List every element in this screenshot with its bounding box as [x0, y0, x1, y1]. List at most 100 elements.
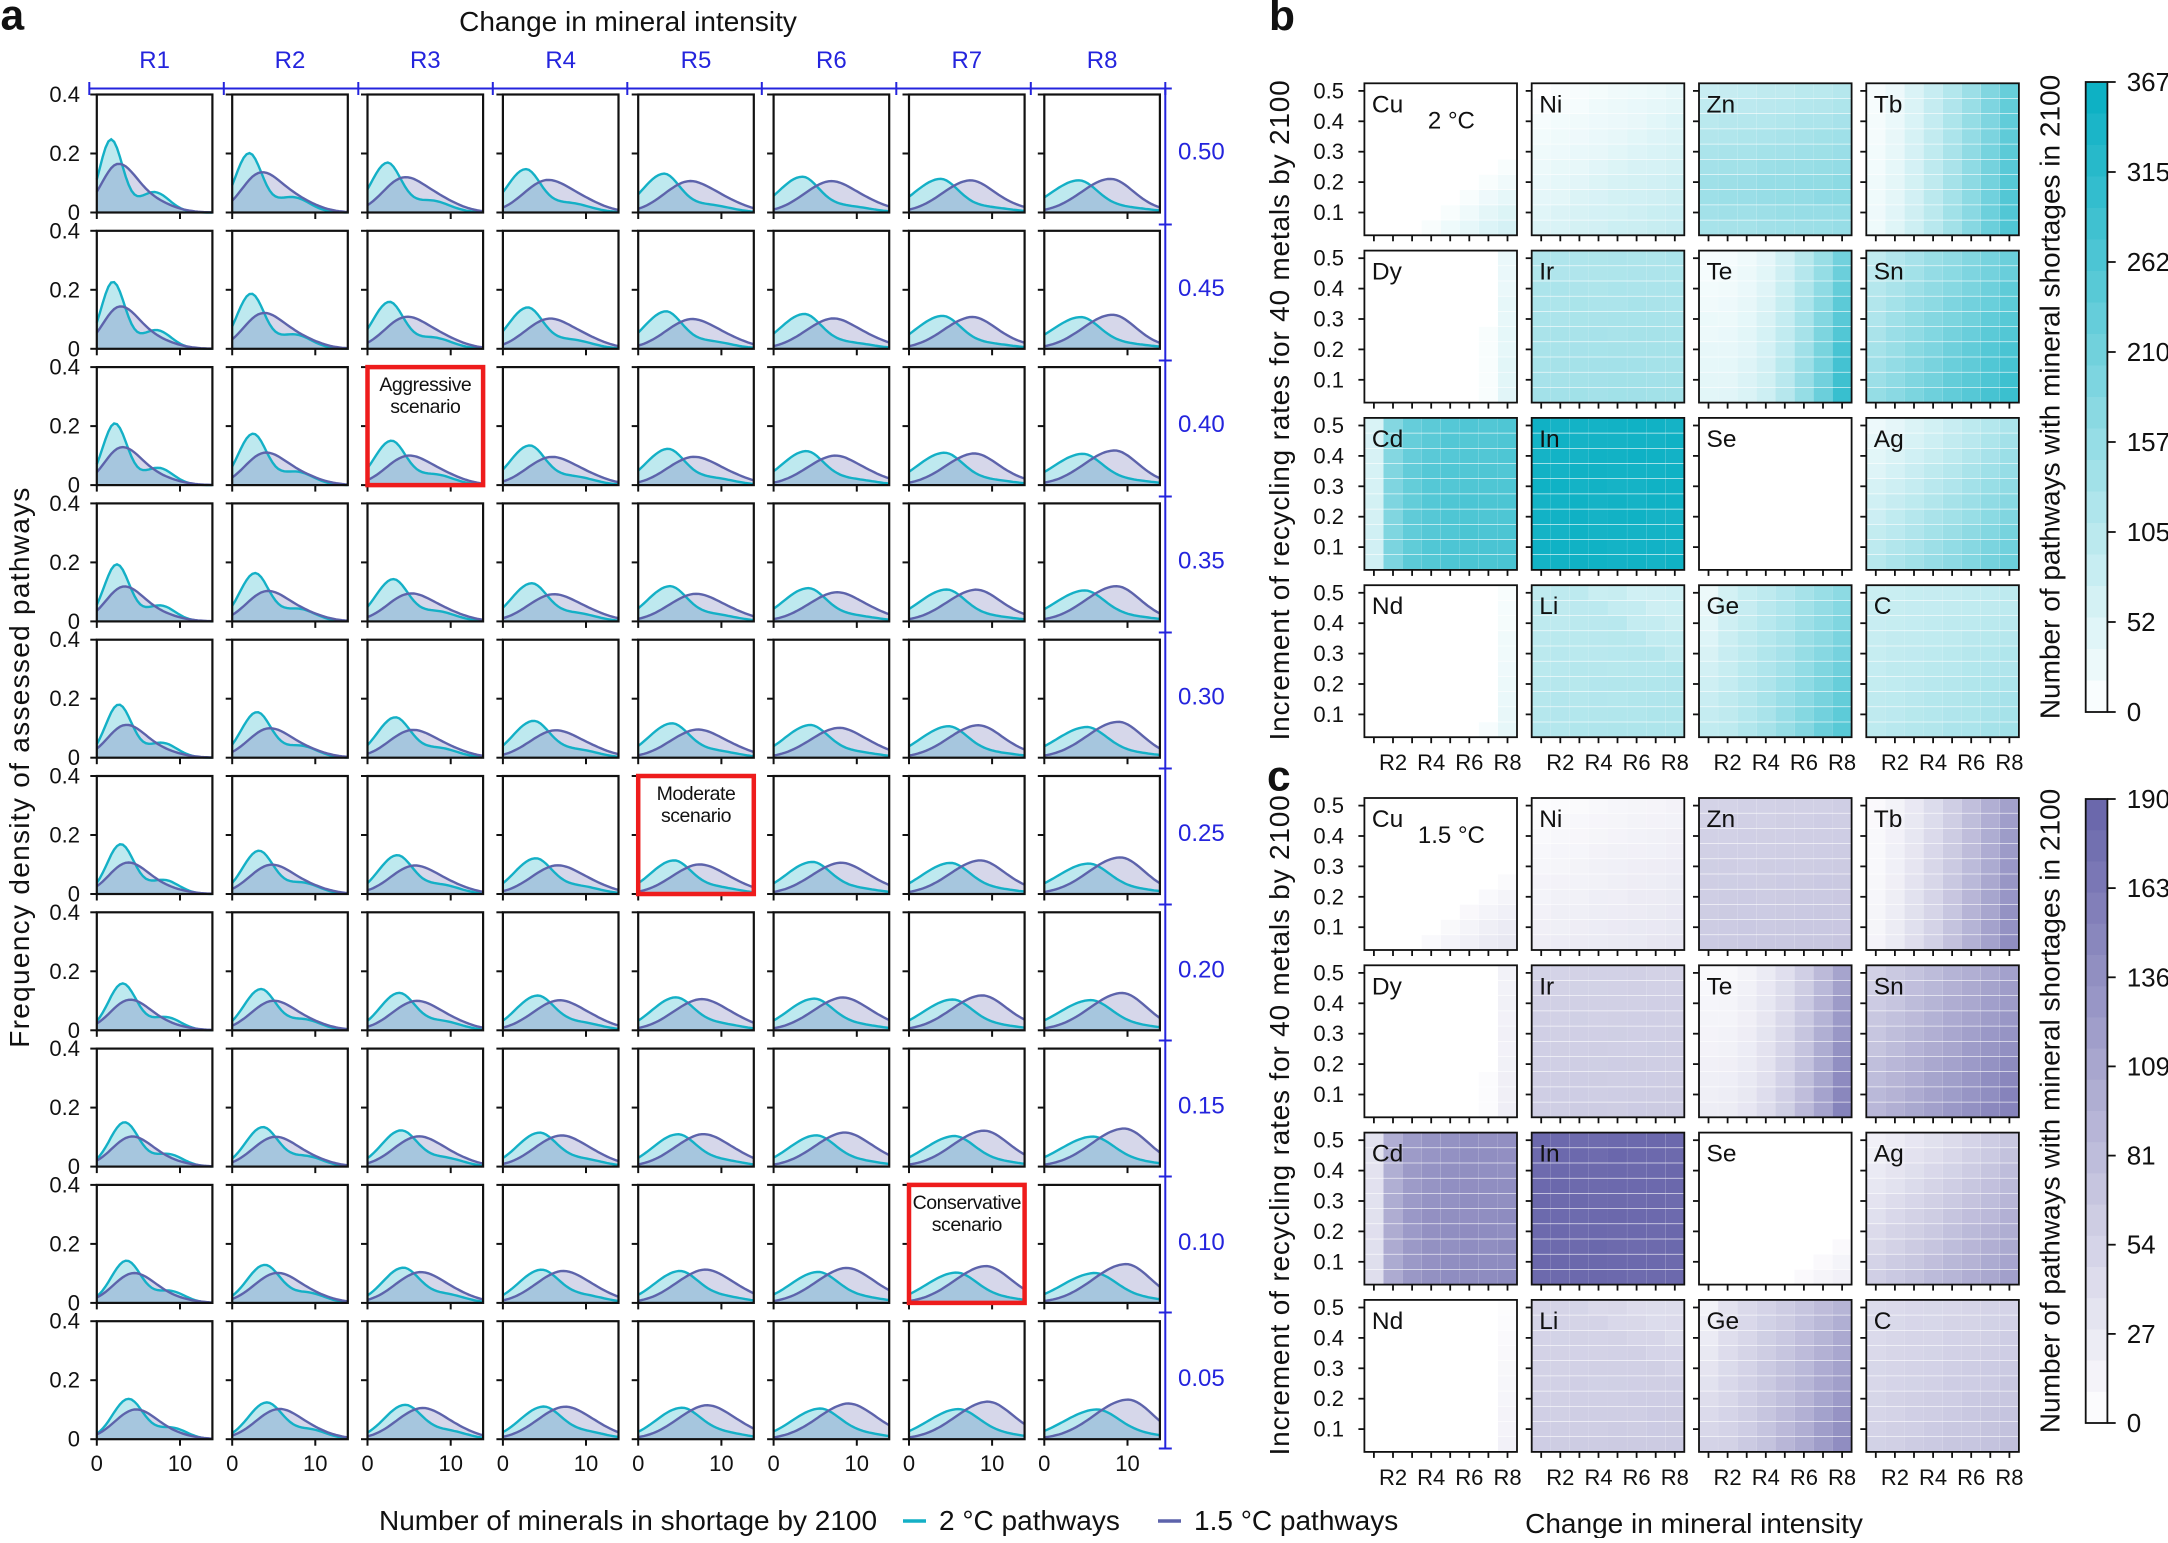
svg-text:0: 0: [497, 1451, 509, 1476]
svg-text:54: 54: [2127, 1230, 2156, 1260]
svg-text:0.2: 0.2: [49, 1231, 80, 1256]
svg-text:0.4: 0.4: [49, 764, 80, 789]
svg-text:1.5 °C: 1.5 °C: [1418, 822, 1485, 849]
svg-text:Te: Te: [1707, 259, 1733, 286]
svg-text:0.5: 0.5: [1313, 960, 1344, 985]
svg-text:0.3: 0.3: [1313, 474, 1344, 499]
svg-text:Ag: Ag: [1874, 426, 1904, 453]
svg-text:Tb: Tb: [1874, 806, 1903, 833]
svg-text:R4: R4: [545, 47, 576, 74]
svg-text:0.2: 0.2: [49, 686, 80, 711]
svg-text:0.30: 0.30: [1178, 684, 1225, 711]
svg-text:Increment of recycling rates f: Increment of recycling rates for 40 meta…: [1264, 795, 1295, 1456]
svg-text:0: 0: [68, 1018, 80, 1043]
svg-text:Dy: Dy: [1372, 973, 1403, 1000]
svg-text:Li: Li: [1539, 593, 1558, 620]
svg-text:0: 0: [361, 1451, 373, 1476]
svg-text:R2: R2: [1379, 1465, 1407, 1490]
svg-text:0.4: 0.4: [49, 1172, 80, 1197]
svg-text:R4: R4: [1752, 1465, 1780, 1490]
svg-text:0.4: 0.4: [49, 355, 80, 380]
svg-text:Aggressive: Aggressive: [379, 374, 471, 396]
svg-text:R2: R2: [275, 47, 306, 74]
svg-text:Cu: Cu: [1372, 806, 1403, 833]
svg-text:0.4: 0.4: [49, 218, 80, 243]
svg-text:R1: R1: [139, 47, 170, 74]
svg-text:10: 10: [438, 1451, 462, 1476]
svg-text:R6: R6: [1455, 1465, 1483, 1490]
svg-text:0.4: 0.4: [1313, 1325, 1344, 1350]
svg-text:In: In: [1539, 1141, 1559, 1168]
svg-text:Zn: Zn: [1707, 806, 1736, 833]
svg-text:Change in mineral intensity: Change in mineral intensity: [1525, 1508, 1863, 1538]
svg-text:R6: R6: [816, 47, 847, 74]
svg-text:0.05: 0.05: [1178, 1365, 1225, 1392]
svg-text:0.15: 0.15: [1178, 1093, 1225, 1120]
svg-text:0: 0: [68, 882, 80, 907]
svg-text:0: 0: [226, 1451, 238, 1476]
svg-text:10: 10: [845, 1451, 869, 1476]
svg-text:0.5: 0.5: [1313, 580, 1344, 605]
svg-text:0.2: 0.2: [1313, 504, 1344, 529]
svg-text:0.1: 0.1: [1313, 200, 1344, 225]
svg-text:Cu: Cu: [1372, 91, 1403, 118]
svg-text:0.2: 0.2: [1313, 337, 1344, 362]
svg-text:R6: R6: [1957, 750, 1985, 775]
svg-text:Ir: Ir: [1539, 259, 1554, 286]
svg-text:52: 52: [2127, 607, 2156, 637]
svg-text:0.4: 0.4: [49, 82, 80, 107]
svg-text:0.2: 0.2: [49, 1095, 80, 1120]
svg-text:Sn: Sn: [1874, 973, 1904, 1000]
svg-text:0: 0: [903, 1451, 915, 1476]
svg-text:R4: R4: [1584, 750, 1612, 775]
svg-text:0: 0: [68, 609, 80, 634]
svg-text:10: 10: [168, 1451, 192, 1476]
svg-text:0: 0: [1038, 1451, 1050, 1476]
svg-text:0.4: 0.4: [49, 1036, 80, 1061]
svg-text:1.5 °C pathways: 1.5 °C pathways: [1194, 1505, 1398, 1536]
svg-text:0: 0: [632, 1451, 644, 1476]
svg-text:0.2: 0.2: [1313, 884, 1344, 909]
svg-text:R4: R4: [1584, 1465, 1612, 1490]
svg-text:0.4: 0.4: [1313, 276, 1344, 301]
svg-text:scenario: scenario: [932, 1214, 1003, 1236]
svg-text:R8: R8: [1087, 47, 1118, 74]
svg-text:0.1: 0.1: [1313, 915, 1344, 940]
svg-text:R2: R2: [1881, 750, 1909, 775]
svg-text:R8: R8: [1995, 1465, 2023, 1490]
svg-text:0: 0: [68, 200, 80, 225]
svg-text:10: 10: [303, 1451, 327, 1476]
svg-text:scenario: scenario: [390, 396, 461, 418]
svg-text:b: b: [1269, 0, 1295, 40]
svg-text:105: 105: [2127, 517, 2168, 547]
svg-text:c: c: [1267, 754, 1291, 801]
svg-text:0: 0: [68, 473, 80, 498]
svg-text:R2: R2: [1379, 750, 1407, 775]
svg-text:Moderate: Moderate: [657, 783, 736, 805]
svg-text:0.2: 0.2: [1313, 672, 1344, 697]
svg-text:R2: R2: [1714, 750, 1742, 775]
svg-text:In: In: [1539, 426, 1559, 453]
svg-text:R8: R8: [1995, 750, 2023, 775]
svg-text:R2: R2: [1546, 750, 1574, 775]
svg-text:Change in mineral intensity: Change in mineral intensity: [459, 6, 797, 37]
svg-text:R2: R2: [1546, 1465, 1574, 1490]
svg-text:0.5: 0.5: [1313, 793, 1344, 818]
svg-text:R6: R6: [1623, 1465, 1651, 1490]
svg-text:Number of pathways with minera: Number of pathways with mineral shortage…: [2035, 789, 2066, 1433]
svg-text:Increment of recycling rates f: Increment of recycling rates for 40 meta…: [1264, 80, 1295, 741]
svg-text:0.1: 0.1: [1313, 1417, 1344, 1442]
svg-text:0.2: 0.2: [49, 550, 80, 575]
svg-text:Dy: Dy: [1372, 259, 1403, 286]
svg-text:0: 0: [68, 1427, 80, 1452]
svg-text:0.3: 0.3: [1313, 307, 1344, 332]
svg-text:10: 10: [574, 1451, 598, 1476]
svg-text:Te: Te: [1707, 973, 1733, 1000]
svg-text:0.1: 0.1: [1313, 1082, 1344, 1107]
svg-text:0.5: 0.5: [1313, 1128, 1344, 1153]
svg-text:0.2: 0.2: [49, 277, 80, 302]
svg-text:10: 10: [980, 1451, 1004, 1476]
svg-text:R6: R6: [1455, 750, 1483, 775]
svg-text:0.5: 0.5: [1313, 246, 1344, 271]
svg-text:190: 190: [2127, 784, 2168, 814]
